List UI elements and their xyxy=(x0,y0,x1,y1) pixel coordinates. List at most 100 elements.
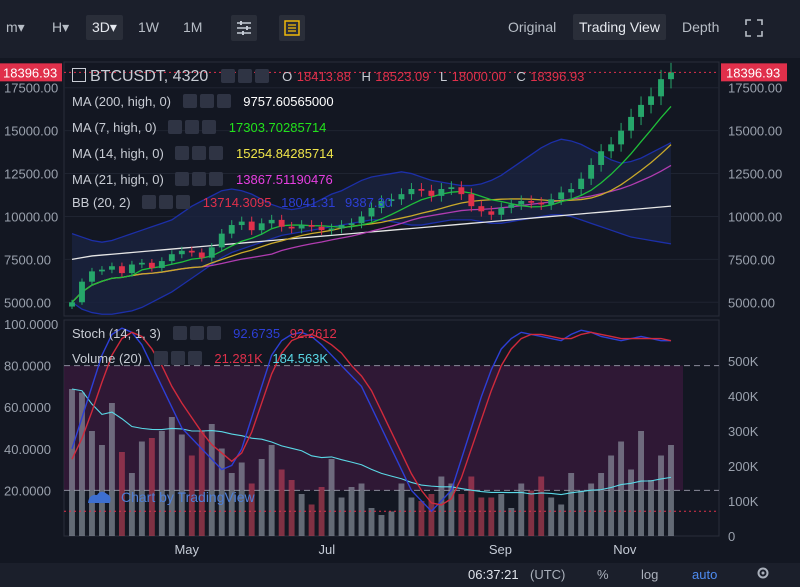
watermark-text: Chart by TradingView xyxy=(121,489,255,505)
stoch-tick-label: 60.0000 xyxy=(4,400,51,415)
volume-bar xyxy=(348,487,355,536)
volume-tick-label: 0 xyxy=(728,529,735,544)
candle-body xyxy=(348,223,355,226)
volume-bar xyxy=(498,494,505,536)
chart-area[interactable]: 5000.00 5000.00 7500.00 7500.00 10000.00 1000… xyxy=(0,58,800,563)
ma21-buttons[interactable] xyxy=(175,172,226,187)
volume-bar xyxy=(318,487,325,536)
indicators-icon[interactable] xyxy=(279,15,305,41)
auto-scale-toggle[interactable]: auto xyxy=(692,567,718,582)
volume-bar xyxy=(108,403,115,536)
price-left-tick-label: 15000.00 xyxy=(4,124,58,139)
volume-bar xyxy=(588,483,595,536)
volume-bar xyxy=(458,494,465,536)
price-left-tick-label: 12500.00 xyxy=(4,167,58,182)
volume-bar xyxy=(118,452,125,536)
ma7-legend: MA (7, high, 0) 17303.70285714 xyxy=(72,120,326,135)
volume-bar xyxy=(138,441,145,536)
price-right-tick-label: 5000.00 xyxy=(728,295,775,310)
stoch-tick-label: 20.0000 xyxy=(4,483,51,498)
candle-body xyxy=(218,233,225,248)
candle-body xyxy=(89,271,95,282)
symbol-legend-buttons[interactable] xyxy=(220,68,272,86)
symbol-visibility-icon[interactable] xyxy=(72,68,86,82)
ma200-buttons[interactable] xyxy=(182,94,234,109)
view-original-button[interactable]: Original xyxy=(508,19,557,35)
candle-body xyxy=(538,202,545,205)
candle-body xyxy=(148,262,155,268)
volume-buttons[interactable] xyxy=(153,351,205,366)
volume-bar xyxy=(568,473,575,536)
volume-bar xyxy=(508,508,515,536)
timeframe-3d-dropdown[interactable]: 3D▾ xyxy=(86,15,123,40)
gear-icon[interactable] xyxy=(755,565,771,584)
volume-bar xyxy=(338,497,345,536)
candle-body xyxy=(378,201,385,208)
price-right-tick-label: 10000.00 xyxy=(728,209,782,224)
candle-body xyxy=(578,178,585,189)
ma14-line xyxy=(71,144,672,303)
time-axis-tick-label: Nov xyxy=(613,542,637,557)
log-scale-toggle[interactable]: log xyxy=(641,567,659,582)
volume-tick-label: 100K xyxy=(728,494,759,509)
ma14-buttons[interactable] xyxy=(175,146,226,161)
time-axis-tick-label: May xyxy=(174,542,199,557)
volume-bar xyxy=(378,515,385,536)
volume-bar xyxy=(578,490,585,536)
volume-bar xyxy=(638,431,644,536)
candle-body xyxy=(408,189,415,195)
last-price-tag-right-label: 18396.93 xyxy=(726,65,780,80)
ma21-legend: MA (21, high, 0) 13867.51190476 xyxy=(72,172,333,187)
candle-body xyxy=(418,189,425,191)
percent-scale-toggle[interactable]: % xyxy=(597,567,609,582)
volume-value-2: 184.563K xyxy=(272,351,329,366)
candle-body xyxy=(588,164,595,179)
bb-value-basis: 13714.3095 xyxy=(202,195,272,210)
candle-body xyxy=(308,225,315,227)
last-price-tag-right xyxy=(721,63,787,82)
volume-bar xyxy=(448,483,455,536)
volume-bar xyxy=(79,392,85,536)
price-left-tick-label: 5000.00 xyxy=(4,295,51,310)
candle-body xyxy=(658,79,664,97)
candle-body xyxy=(628,116,635,131)
volume-bar xyxy=(228,473,235,536)
timeframe-hours-dropdown[interactable]: H▾ xyxy=(52,19,70,35)
volume-bar xyxy=(178,434,185,536)
volume-bar xyxy=(168,417,175,536)
settings-sliders-icon[interactable] xyxy=(231,15,257,41)
fullscreen-icon[interactable] xyxy=(744,18,764,38)
volume-bar xyxy=(238,462,245,536)
view-tradingview-button[interactable]: Trading View xyxy=(573,14,666,40)
view-depth-button[interactable]: Depth xyxy=(682,19,720,35)
timeframe-minutes-dropdown[interactable]: m▾ xyxy=(6,19,25,35)
stoch-label: Stoch (14, 1, 3) xyxy=(72,326,161,341)
timeframe-1w-button[interactable]: 1W xyxy=(138,19,159,35)
candle-body xyxy=(668,72,674,80)
price-right-tick-label: 7500.00 xyxy=(728,252,775,267)
ohlc-close-label: C xyxy=(516,69,526,84)
price-left-tick-label: 17500.00 xyxy=(4,81,58,96)
chart-canvas[interactable]: 5000.00 5000.00 7500.00 7500.00 10000.00 1000… xyxy=(0,58,800,563)
candle-body xyxy=(258,223,265,231)
candle-body xyxy=(468,194,475,207)
last-price-tag-left-label: 18396.93 xyxy=(3,65,57,80)
stoch-buttons[interactable] xyxy=(172,326,224,341)
volume-bar xyxy=(628,469,635,536)
ma7-label: MA (7, high, 0) xyxy=(72,120,157,135)
ma7-buttons[interactable] xyxy=(168,120,219,135)
timeframe-1m-button[interactable]: 1M xyxy=(183,19,203,35)
clock-timezone[interactable]: (UTC) xyxy=(530,567,566,582)
bb-buttons[interactable] xyxy=(142,195,193,210)
candle-body xyxy=(548,199,555,205)
price-left-tick-label: 10000.00 xyxy=(4,209,58,224)
volume-legend: Volume (20) 21.281K 184.563K xyxy=(72,351,328,366)
status-bar: 06:37:21 (UTC) % log auto xyxy=(0,563,800,587)
candle-body xyxy=(488,211,495,215)
candle-body xyxy=(208,247,215,258)
volume-bar xyxy=(478,497,485,536)
candle-body xyxy=(388,199,395,202)
stoch-tick-label: 40.0000 xyxy=(4,442,51,457)
volume-bar xyxy=(388,511,395,536)
candle-body xyxy=(298,225,305,229)
